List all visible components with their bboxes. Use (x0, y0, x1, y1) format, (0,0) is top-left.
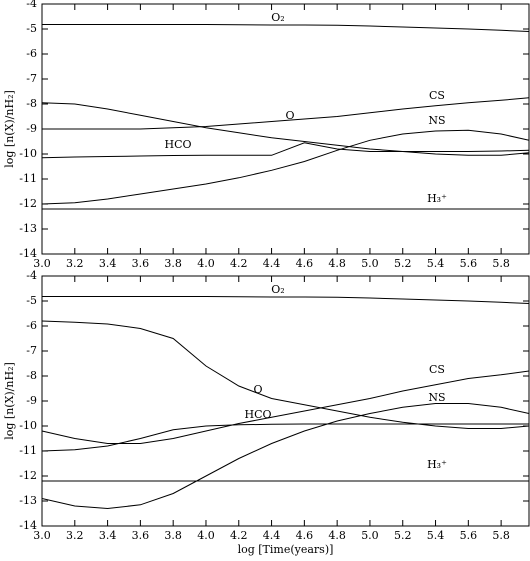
y-tick-label: -13 (19, 494, 37, 507)
series-line (41, 129, 530, 205)
x-tick-label: 4.2 (230, 529, 248, 542)
x-tick-label: 3.2 (66, 529, 84, 542)
y-tick-label: -8 (26, 369, 37, 382)
x-tick-label: 3.2 (66, 257, 84, 270)
x-tick-label: 4.0 (197, 257, 215, 270)
series-label: NS (428, 114, 445, 127)
y-tick-label: -11 (19, 444, 37, 457)
series-label: O₂ (271, 283, 284, 296)
x-tick-label: 5.0 (361, 529, 379, 542)
series-line (41, 102, 530, 156)
y-tick-label: -10 (19, 147, 37, 160)
x-axis-label: log [Time(years)] (238, 543, 334, 556)
series-label: HCO (164, 138, 191, 151)
series-line (41, 142, 530, 159)
y-tick-label: -4 (26, 0, 37, 10)
y-tick-label: -8 (26, 97, 37, 110)
y-tick-label: -11 (19, 172, 37, 185)
x-tick-label: 3.6 (132, 257, 150, 270)
y-axis-label: log [n(X)/nH₂] (3, 90, 16, 168)
y-tick-label: -14 (19, 247, 37, 260)
series-label: CS (429, 363, 445, 376)
x-tick-label: 3.4 (99, 257, 117, 270)
series-label: HCO (244, 408, 271, 421)
y-tick-label: -6 (26, 319, 37, 332)
series-label: CS (429, 89, 445, 102)
x-tick-label: 3.6 (132, 529, 150, 542)
series-label: O (253, 383, 262, 396)
x-tick-label: 4.6 (296, 529, 314, 542)
x-tick-label: 5.4 (427, 257, 445, 270)
y-tick-label: -12 (19, 197, 37, 210)
x-tick-label: 4.4 (263, 257, 281, 270)
series-label: H₃⁺ (427, 458, 447, 471)
series-line (42, 97, 530, 130)
y-tick-label: -7 (26, 72, 37, 85)
series-label: O (285, 109, 294, 122)
series-label: H₃⁺ (427, 192, 447, 205)
series-line (41, 370, 530, 444)
x-tick-label: 5.2 (394, 257, 412, 270)
x-tick-label: 5.2 (394, 529, 412, 542)
x-tick-label: 4.6 (296, 257, 314, 270)
x-tick-label: 3.8 (164, 257, 182, 270)
y-tick-label: -9 (26, 122, 37, 135)
y-tick-label: -10 (19, 419, 37, 432)
x-tick-label: 3.4 (99, 529, 117, 542)
x-tick-label: 5.0 (361, 257, 379, 270)
series-line (41, 423, 529, 452)
series-label: NS (428, 391, 445, 404)
series-line (41, 403, 530, 510)
series-line (42, 24, 530, 32)
x-tick-label: 4.8 (328, 257, 346, 270)
y-tick-label: -9 (26, 394, 37, 407)
y-tick-label: -7 (26, 344, 37, 357)
y-tick-label: -4 (26, 269, 37, 282)
x-tick-label: 3.8 (164, 529, 182, 542)
y-tick-label: -5 (26, 294, 37, 307)
y-tick-label: -5 (26, 22, 37, 35)
series-line (41, 320, 530, 429)
y-tick-label: -6 (26, 47, 37, 60)
x-tick-label: 3.0 (33, 529, 51, 542)
series-label: O₂ (271, 11, 284, 24)
x-tick-label: 5.8 (492, 257, 510, 270)
y-tick-label: -14 (19, 519, 37, 532)
x-tick-label: 5.6 (460, 529, 478, 542)
x-tick-label: 4.2 (230, 257, 248, 270)
y-axis-label: log [n(X)/nH₂] (3, 362, 16, 440)
x-tick-label: 4.0 (197, 529, 215, 542)
x-tick-label: 4.4 (263, 529, 281, 542)
x-tick-label: 5.8 (492, 529, 510, 542)
series-line (42, 296, 530, 304)
x-tick-label: 4.8 (328, 529, 346, 542)
x-tick-label: 5.4 (427, 529, 445, 542)
y-tick-label: -13 (19, 222, 37, 235)
y-tick-label: -12 (19, 469, 37, 482)
x-tick-label: 3.0 (33, 257, 51, 270)
x-tick-label: 5.6 (460, 257, 478, 270)
